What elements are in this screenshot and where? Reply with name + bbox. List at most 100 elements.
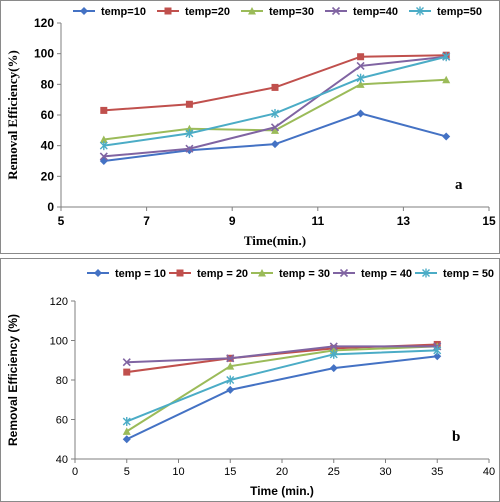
chart-b-legend-item: temp = 30 bbox=[251, 268, 330, 280]
chart-b-series-line bbox=[126, 349, 438, 423]
chart-b-legend-marker bbox=[258, 269, 266, 277]
chart-a-y-tick-label: 60 bbox=[41, 108, 55, 122]
chart-b-data-point bbox=[433, 345, 442, 355]
chart-b-legend-label: temp = 10 bbox=[115, 268, 166, 280]
chart-a-svg: 5 7 9 11 13 15 0 20 40 60 80 100 120 Time(min.) Remova… bbox=[5, 6, 496, 248]
chart-a-data-point bbox=[356, 73, 365, 83]
chart-a-data-point bbox=[442, 132, 451, 141]
chart-b-x-tick-label: 0 bbox=[72, 466, 78, 478]
chart-panel-a: 5 7 9 11 13 15 0 20 40 60 80 100 120 Time(min.) Remova… bbox=[0, 0, 500, 254]
chart-a-legend-item: temp=40 bbox=[325, 6, 398, 18]
chart-b-legend-label: temp = 30 bbox=[279, 268, 330, 280]
chart-b-svg: 0 5 10 15 20 25 30 35 40 40 60 80 100 120 Time (min.) R… bbox=[6, 268, 495, 498]
chart-a-legend-label: temp=30 bbox=[269, 6, 314, 18]
chart-a-x-tick-label: 7 bbox=[143, 214, 150, 228]
chart-a-panel-letter: a bbox=[455, 177, 463, 193]
chart-a-legend-marker bbox=[164, 7, 172, 15]
chart-a-data-point bbox=[356, 61, 365, 70]
chart-a-data-point bbox=[357, 53, 365, 61]
chart-b-x-tick-label: 10 bbox=[172, 466, 184, 478]
chart-a-data-point bbox=[442, 52, 451, 62]
chart-a-data-point bbox=[356, 80, 365, 88]
chart-b-data-point bbox=[226, 354, 235, 363]
chart-b-panel-letter: b bbox=[452, 429, 460, 445]
chart-b-x-tick-label: 20 bbox=[276, 466, 288, 478]
chart-b-x-tick-label: 40 bbox=[483, 466, 495, 478]
chart-b-y-tick-label: 100 bbox=[50, 336, 68, 348]
chart-a-y-tick-label: 40 bbox=[41, 139, 55, 153]
chart-a-data-point bbox=[185, 128, 194, 138]
chart-b-x-tick-label: 15 bbox=[224, 466, 236, 478]
chart-panel-b: 0 5 10 15 20 25 30 35 40 40 60 80 100 120 Time (min.) R… bbox=[0, 258, 500, 502]
chart-b-data-point bbox=[226, 362, 235, 370]
chart-b-data-point bbox=[433, 352, 442, 361]
chart-a-data-point bbox=[185, 100, 193, 108]
chart-a-data-point bbox=[442, 75, 451, 84]
chart-a-data-point bbox=[271, 83, 279, 91]
chart-b-legend-item: temp = 20 bbox=[169, 268, 248, 280]
chart-a-data-point bbox=[99, 152, 108, 161]
chart-a-x-tick-label: 9 bbox=[229, 214, 236, 228]
chart-a-data-point bbox=[270, 123, 280, 132]
chart-a-legend-item: temp=30 bbox=[241, 6, 314, 18]
chart-b-data-point bbox=[122, 416, 131, 426]
chart-a-y-axis-label: Removal Efficiency(%) bbox=[5, 50, 20, 180]
chart-b-data-point bbox=[226, 385, 235, 394]
chart-b-y-tick-label: 80 bbox=[56, 375, 68, 387]
chart-a-data-point bbox=[271, 140, 279, 149]
chart-a-legend-label: temp=40 bbox=[353, 6, 398, 18]
chart-b-data-point bbox=[329, 364, 338, 373]
chart-a-legend-marker bbox=[331, 6, 341, 16]
chart-b-x-axis-label: Time (min.) bbox=[250, 484, 314, 498]
chart-b-legend-label: temp = 20 bbox=[197, 268, 248, 280]
chart-a-x-tick-label: 13 bbox=[397, 214, 411, 228]
chart-a-series-line bbox=[103, 112, 447, 162]
chart-a-x-axis-label: Time(min.) bbox=[244, 233, 306, 248]
chart-b-data-point bbox=[329, 349, 338, 359]
chart-a-data-point bbox=[356, 109, 365, 118]
chart-a-data-point bbox=[99, 135, 108, 144]
chart-b-x-tick-label: 35 bbox=[431, 466, 443, 478]
chart-b-legend: temp = 10 temp = 20 temp = 30 temp = 40 temp… bbox=[87, 268, 494, 280]
chart-b-data-point bbox=[123, 368, 131, 376]
chart-a-legend-item: temp=50 bbox=[409, 6, 482, 18]
chart-a-data-point bbox=[271, 108, 279, 118]
chart-a-legend-item: temp=10 bbox=[73, 6, 146, 18]
chart-a-x-tick-label: 5 bbox=[58, 214, 65, 228]
chart-b-legend-marker bbox=[339, 268, 349, 278]
chart-b-series-1 bbox=[122, 352, 442, 444]
chart-b-x-tick-label: 30 bbox=[379, 466, 391, 478]
chart-a-legend: temp=10 temp=20 temp=30 temp=40 temp=50 bbox=[73, 6, 482, 18]
chart-a-legend-marker bbox=[248, 7, 256, 15]
chart-b-series-line bbox=[126, 345, 438, 364]
chart-a-y-tick-label: 120 bbox=[34, 16, 54, 30]
chart-b-data-point bbox=[226, 375, 235, 385]
chart-b-legend-item: temp = 10 bbox=[87, 268, 166, 280]
chart-a-legend-label: temp=50 bbox=[437, 6, 482, 18]
chart-b-y-axis-label: Removal Efficiency (%) bbox=[6, 314, 20, 446]
chart-b-y-tick-label: 40 bbox=[56, 454, 68, 466]
chart-a-y-tick-label: 0 bbox=[47, 200, 54, 214]
chart-b-y-tick-label: 120 bbox=[50, 296, 68, 308]
chart-b-x-tick-label: 5 bbox=[124, 466, 130, 478]
chart-a-y-tick-label: 100 bbox=[34, 47, 54, 61]
chart-b-legend-item: temp = 40 bbox=[333, 268, 412, 280]
chart-a-legend-item: temp=20 bbox=[157, 6, 230, 18]
chart-a-data-point bbox=[100, 106, 108, 114]
chart-a-series-5 bbox=[99, 52, 451, 151]
chart-a-data-point bbox=[271, 126, 279, 134]
chart-b-data-point bbox=[329, 342, 338, 351]
chart-b-series-line bbox=[126, 355, 438, 441]
chart-a-legend-marker bbox=[416, 6, 424, 16]
chart-a-data-point bbox=[185, 144, 194, 153]
chart-a-y-tick-label: 20 bbox=[41, 169, 55, 183]
chart-a-series-4 bbox=[99, 52, 451, 161]
chart-b-legend-label: temp = 50 bbox=[443, 268, 494, 280]
chart-b-legend-marker bbox=[422, 268, 430, 278]
chart-b-legend-marker bbox=[176, 269, 184, 277]
chart-a-legend-label: temp=20 bbox=[185, 6, 230, 18]
chart-a-legend-marker bbox=[80, 7, 88, 15]
chart-b-series-3 bbox=[122, 342, 442, 435]
chart-b-series-line bbox=[126, 345, 438, 433]
chart-b-x-tick-label: 25 bbox=[328, 466, 340, 478]
